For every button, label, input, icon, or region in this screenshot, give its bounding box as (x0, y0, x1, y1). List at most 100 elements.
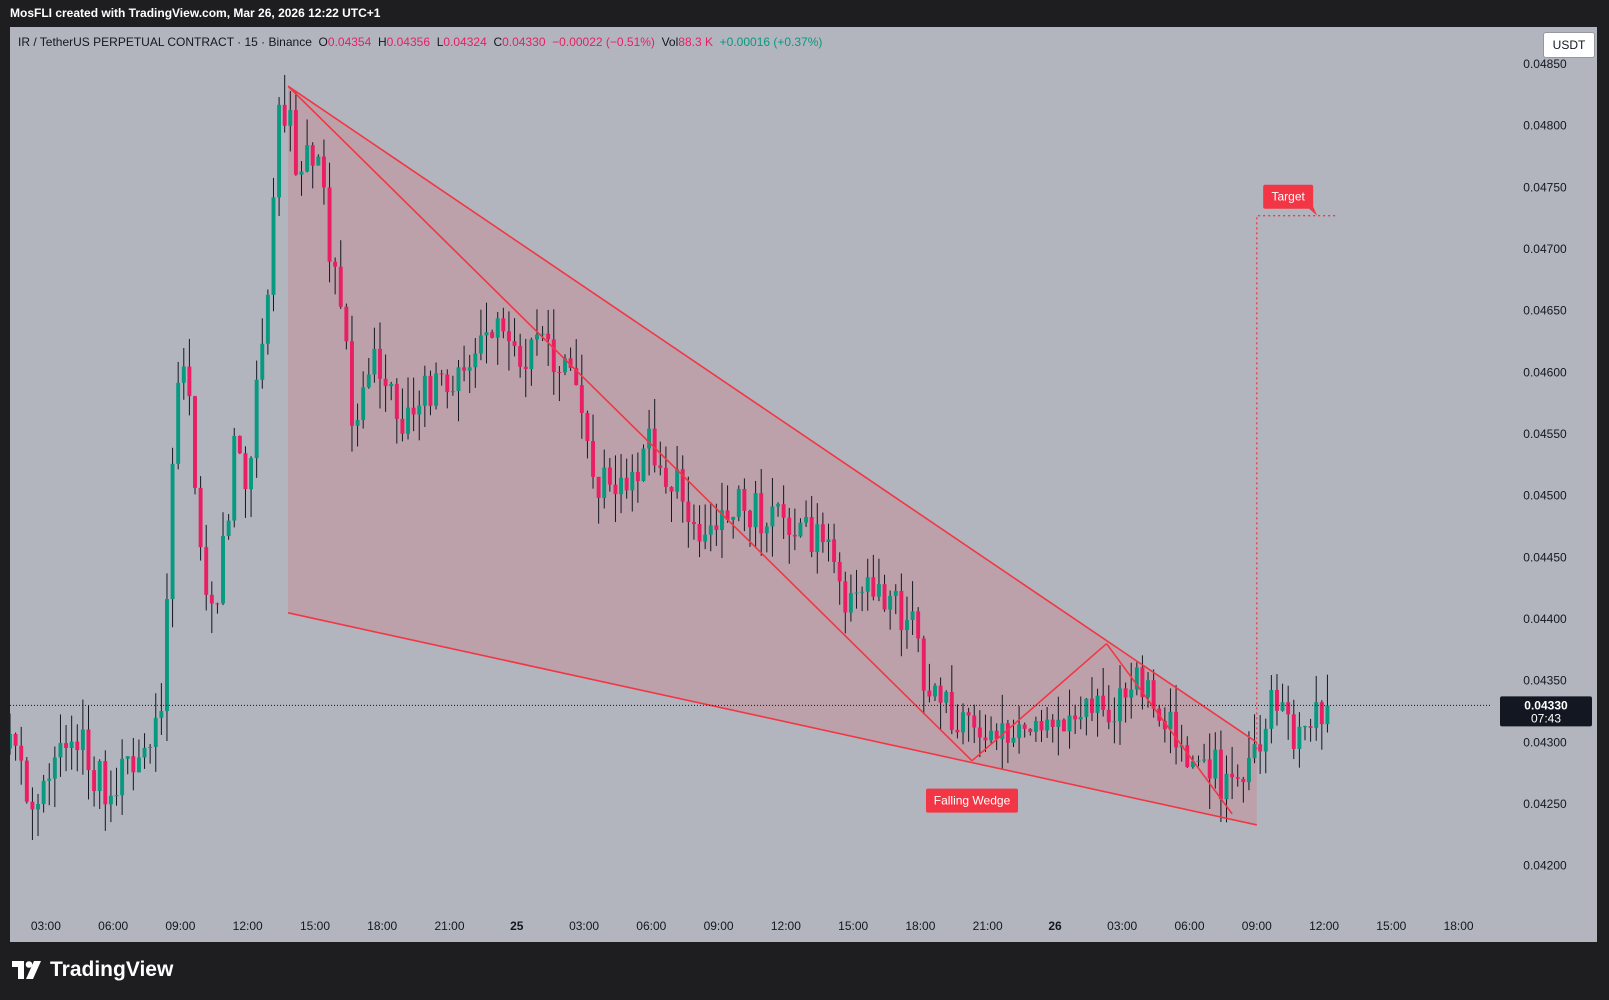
candle-body[interactable] (753, 493, 758, 528)
candle-body[interactable] (703, 534, 708, 542)
current-price-tag[interactable] (1500, 696, 1592, 727)
candle-body[interactable] (624, 477, 629, 491)
candle-body[interactable] (86, 729, 91, 771)
candle-body[interactable] (495, 318, 500, 338)
candle-body[interactable] (1303, 726, 1307, 728)
candle-body[interactable] (1090, 698, 1094, 713)
candle-body[interactable] (1073, 715, 1078, 720)
candle-body[interactable] (905, 620, 909, 631)
candle-body[interactable] (24, 760, 29, 802)
candle-body[interactable] (1252, 744, 1257, 759)
candle-body[interactable] (221, 536, 225, 604)
candle-body[interactable] (994, 730, 999, 740)
candle-body[interactable] (837, 561, 842, 582)
candle-body[interactable] (1045, 719, 1050, 731)
candle-body[interactable] (406, 407, 410, 434)
candle-body[interactable] (529, 339, 534, 370)
candle-body[interactable] (1011, 737, 1016, 743)
candle-body[interactable] (165, 599, 169, 712)
candle-body[interactable] (854, 592, 859, 594)
candle-body[interactable] (64, 743, 69, 749)
candle-body[interactable] (456, 367, 461, 392)
candle-body[interactable] (1241, 778, 1246, 783)
candle-body[interactable] (1297, 726, 1302, 749)
candle-body[interactable] (1190, 761, 1195, 768)
candle-body[interactable] (316, 156, 321, 166)
candle-body[interactable] (1263, 728, 1268, 752)
candle-body[interactable] (882, 584, 887, 610)
candle-body[interactable] (1146, 680, 1150, 698)
candle-body[interactable] (1202, 759, 1207, 761)
candle-body[interactable] (445, 374, 450, 393)
candle-body[interactable] (518, 346, 523, 367)
candle-body[interactable] (1056, 719, 1061, 727)
candle-body[interactable] (501, 318, 506, 332)
candle-body[interactable] (136, 757, 141, 773)
candle-body[interactable] (708, 525, 713, 535)
candle-body[interactable] (181, 366, 186, 383)
candle-body[interactable] (949, 692, 954, 730)
candle-body[interactable] (355, 420, 360, 426)
candle-body[interactable] (1028, 728, 1033, 732)
candle-body[interactable] (1291, 714, 1296, 749)
candle-body[interactable] (8, 733, 12, 749)
symbol-title[interactable]: IR / TetherUS PERPETUAL CONTRACT · 15 · … (18, 35, 312, 49)
candle-body[interactable] (1196, 760, 1201, 762)
candle-body[interactable] (961, 712, 965, 733)
candle-body[interactable] (585, 412, 590, 442)
candle-body[interactable] (641, 448, 646, 482)
candle-body[interactable] (254, 379, 259, 459)
candle-body[interactable] (1095, 695, 1100, 713)
candle-body[interactable] (568, 358, 573, 368)
candle-body[interactable] (921, 638, 926, 691)
candle-body[interactable] (540, 333, 545, 335)
candle-body[interactable] (372, 348, 377, 375)
candle-body[interactable] (170, 463, 175, 600)
falling-wedge-badge[interactable] (926, 788, 1018, 813)
candle-body[interactable] (321, 156, 326, 188)
candle-body[interactable] (916, 611, 921, 639)
candle-body[interactable] (1022, 724, 1027, 729)
chart-pane[interactable] (10, 27, 1597, 942)
candle-body[interactable] (310, 145, 315, 166)
candle-body[interactable] (288, 110, 293, 126)
candle-body[interactable] (400, 418, 405, 434)
candle-body[interactable] (764, 526, 769, 534)
candle-body[interactable] (249, 458, 254, 490)
candle-body[interactable] (910, 611, 915, 620)
candle-body[interactable] (927, 690, 932, 697)
candle-body[interactable] (798, 522, 803, 537)
candle-body[interactable] (781, 504, 786, 518)
candle-body[interactable] (809, 517, 814, 553)
candle-body[interactable] (299, 171, 304, 175)
candle-body[interactable] (669, 486, 674, 492)
candle-body[interactable] (1230, 773, 1235, 778)
candle-body[interactable] (75, 741, 80, 751)
candle-body[interactable] (770, 506, 775, 527)
candle-body[interactable] (1050, 719, 1055, 727)
candle-body[interactable] (736, 488, 741, 517)
candle-body[interactable] (613, 484, 618, 495)
candle-body[interactable] (865, 577, 870, 592)
candle-body[interactable] (383, 378, 388, 387)
candle-body[interactable] (265, 294, 270, 344)
candle-body[interactable] (1061, 719, 1066, 732)
candle-body[interactable] (490, 332, 495, 338)
candle-body[interactable] (473, 353, 478, 368)
candle-body[interactable] (1246, 758, 1251, 783)
candle-body[interactable] (989, 730, 994, 741)
candle-body[interactable] (899, 590, 904, 631)
candle-body[interactable] (944, 692, 949, 703)
candle-body[interactable] (1134, 667, 1139, 690)
candle-body[interactable] (52, 757, 57, 779)
candle-body[interactable] (1314, 702, 1319, 728)
candle-body[interactable] (748, 510, 752, 528)
candle-body[interactable] (591, 441, 595, 477)
candle-body[interactable] (1123, 688, 1128, 698)
candle-body[interactable] (293, 110, 298, 175)
candle-body[interactable] (1275, 690, 1279, 711)
candle-body[interactable] (394, 383, 399, 419)
candle-body[interactable] (966, 712, 971, 716)
candle-body[interactable] (1101, 695, 1106, 710)
